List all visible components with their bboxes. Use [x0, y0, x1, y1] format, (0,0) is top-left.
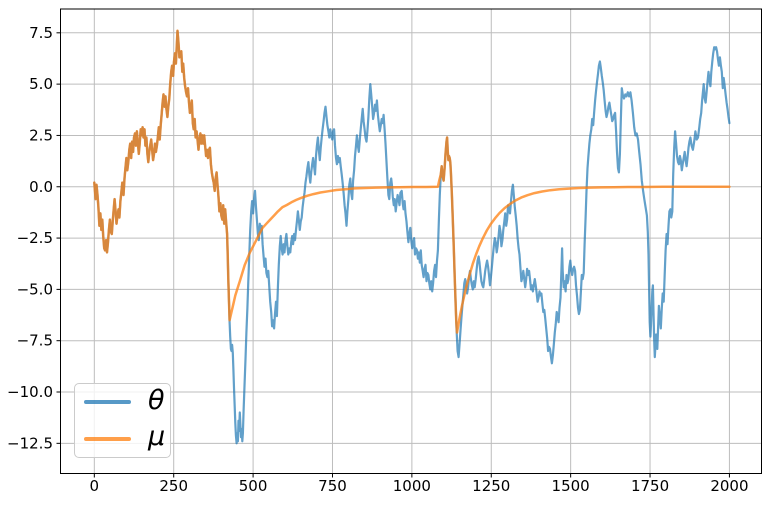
x-tick-label: 0: [90, 477, 100, 495]
y-tick-label: 0.0: [29, 178, 53, 196]
legend-item-mu: μ: [84, 422, 170, 456]
x-tick-label: 1750: [631, 477, 669, 495]
mu-legend-label: μ: [148, 421, 166, 453]
y-tick-label: 7.5: [29, 24, 53, 42]
series-line-μ: [93, 29, 731, 334]
y-tick-label: −5.0: [17, 280, 53, 298]
y-tick-label: −7.5: [17, 332, 53, 350]
x-tick-label: 250: [159, 477, 188, 495]
x-tick-label: 1000: [393, 477, 431, 495]
x-tick-label: 1500: [552, 477, 590, 495]
x-tick-label: 500: [239, 477, 268, 495]
x-tick-label: 1250: [472, 477, 510, 495]
mu-line-swatch: [84, 436, 131, 441]
x-tick-label: 2000: [710, 477, 748, 495]
axes-frame: [60, 8, 762, 474]
y-tick-label: −10.0: [7, 383, 53, 401]
x-tick-label: 750: [318, 477, 347, 495]
y-tick-label: 2.5: [29, 126, 53, 144]
legend-item-theta: θ: [84, 385, 170, 419]
y-tick-label: −12.5: [7, 434, 53, 452]
theta-legend-label: θ: [148, 384, 165, 416]
y-tick-label: 5.0: [29, 75, 53, 93]
legend: θ μ: [74, 383, 171, 458]
y-tick-label: −2.5: [17, 229, 53, 247]
theta-line-swatch: [84, 400, 131, 405]
